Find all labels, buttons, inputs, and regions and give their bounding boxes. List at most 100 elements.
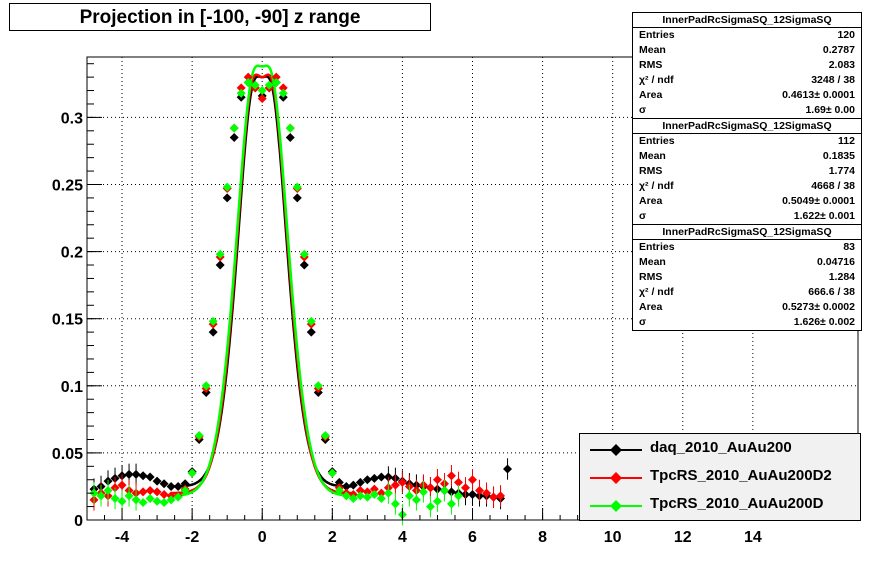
stats-label: Mean xyxy=(639,256,666,268)
data-point xyxy=(411,495,421,505)
data-point xyxy=(327,468,337,478)
y-tick-label: 0 xyxy=(74,513,83,530)
data-point xyxy=(418,487,428,497)
data-point xyxy=(257,94,267,104)
data-point xyxy=(397,477,407,487)
x-tick-label: -4 xyxy=(115,529,129,546)
legend-marker-tpcrs-d2 xyxy=(590,472,642,484)
stats-value: 1.284 xyxy=(828,271,855,283)
x-tick-label: 14 xyxy=(744,529,762,546)
data-point xyxy=(390,480,400,490)
data-point xyxy=(439,485,449,495)
data-point xyxy=(215,249,225,259)
stats-row: Area 0.4613± 0.0001 xyxy=(633,88,861,103)
legend-marker xyxy=(610,500,622,512)
data-point xyxy=(369,490,379,500)
data-point xyxy=(96,491,106,501)
stats-value: 1.626± 0.002 xyxy=(793,316,855,328)
stats-value: 0.2787 xyxy=(822,44,855,56)
stats-label: Area xyxy=(639,195,663,207)
data-point xyxy=(131,469,141,479)
data-point xyxy=(145,472,155,482)
data-point xyxy=(355,485,365,495)
legend-label: daq_2010_AuAu200 xyxy=(650,439,792,456)
data-point xyxy=(475,485,485,495)
stats-row: RMS 1.774 xyxy=(633,164,861,179)
legend-label: TpcRS_2010_AuAu200D2 xyxy=(650,467,832,484)
data-point xyxy=(257,86,267,96)
data-point xyxy=(355,477,365,487)
data-point xyxy=(103,485,113,495)
data-point xyxy=(243,72,253,82)
stats-value: 4668 / 38 xyxy=(811,180,855,192)
data-point xyxy=(208,327,218,337)
stats-row: χ² / ndf 3248 / 38 xyxy=(633,73,861,88)
data-point xyxy=(264,80,274,90)
stats-label: Mean xyxy=(639,44,666,56)
stats-label: χ² / ndf xyxy=(639,180,674,192)
data-point xyxy=(362,487,372,497)
data-point xyxy=(496,491,506,501)
stats-row: Mean 0.04716 xyxy=(633,255,861,270)
stats-label: Mean xyxy=(639,150,666,162)
data-point xyxy=(404,491,414,501)
data-point xyxy=(355,491,365,501)
y-tick-label: 0.3 xyxy=(61,110,83,127)
stats-value: 666.6 / 38 xyxy=(808,286,855,298)
stats-label: Area xyxy=(639,301,663,313)
stats-value: 83 xyxy=(843,241,855,253)
stats-value: 120 xyxy=(837,29,855,41)
data-point xyxy=(166,495,176,505)
data-point xyxy=(362,475,372,485)
stats-box: InnerPadRcSigmaSQ_12SigmaSQ Entries 120 Mea… xyxy=(632,12,862,119)
data-point xyxy=(222,182,232,192)
data-point xyxy=(159,479,169,489)
stats-row: Mean 0.1835 xyxy=(633,149,861,164)
stats-row: Entries 112 xyxy=(633,134,861,149)
data-point xyxy=(236,88,246,98)
data-point xyxy=(503,464,513,474)
data-point xyxy=(89,488,99,498)
stats-label: RMS xyxy=(639,271,663,283)
data-point xyxy=(369,473,379,483)
stats-row: χ² / ndf 666.6 / 38 xyxy=(633,285,861,300)
stats-row: RMS 1.284 xyxy=(633,270,861,285)
stats-label: Entries xyxy=(639,29,675,41)
stats-value: 0.4613± 0.0001 xyxy=(782,89,855,101)
data-point xyxy=(180,479,190,489)
data-point xyxy=(306,316,316,326)
data-point xyxy=(222,193,232,203)
data-point xyxy=(285,133,295,143)
data-point xyxy=(271,72,281,82)
stats-label: RMS xyxy=(639,165,663,177)
data-point xyxy=(341,491,351,501)
legend-item-daq: daq_2010_AuAu200 xyxy=(580,436,860,464)
stats-value: 1.622± 0.001 xyxy=(793,210,855,222)
data-point xyxy=(482,488,492,498)
stats-value: 0.5049± 0.0001 xyxy=(782,195,855,207)
stats-label: RMS xyxy=(639,59,663,71)
y-tick-label: 0.05 xyxy=(52,446,83,463)
stats-label: σ xyxy=(639,316,647,328)
data-point xyxy=(159,490,169,500)
data-point xyxy=(166,481,176,491)
legend-marker xyxy=(610,472,622,484)
data-point xyxy=(159,498,169,508)
y-tick-label: 0.1 xyxy=(61,379,83,396)
data-point xyxy=(278,83,288,93)
data-point xyxy=(229,123,239,133)
stats-row: Entries 83 xyxy=(633,240,861,255)
y-tick-label: 0.15 xyxy=(52,312,83,329)
data-point xyxy=(489,492,499,502)
data-point xyxy=(124,469,134,479)
data-point xyxy=(131,495,141,505)
data-point xyxy=(292,193,302,203)
data-point xyxy=(446,471,456,481)
stats-label: Entries xyxy=(639,241,675,253)
stats-label: Area xyxy=(639,89,663,101)
stats-row: Entries 120 xyxy=(633,28,861,43)
data-point xyxy=(278,88,288,98)
data-point xyxy=(145,494,155,504)
data-point xyxy=(468,475,477,485)
